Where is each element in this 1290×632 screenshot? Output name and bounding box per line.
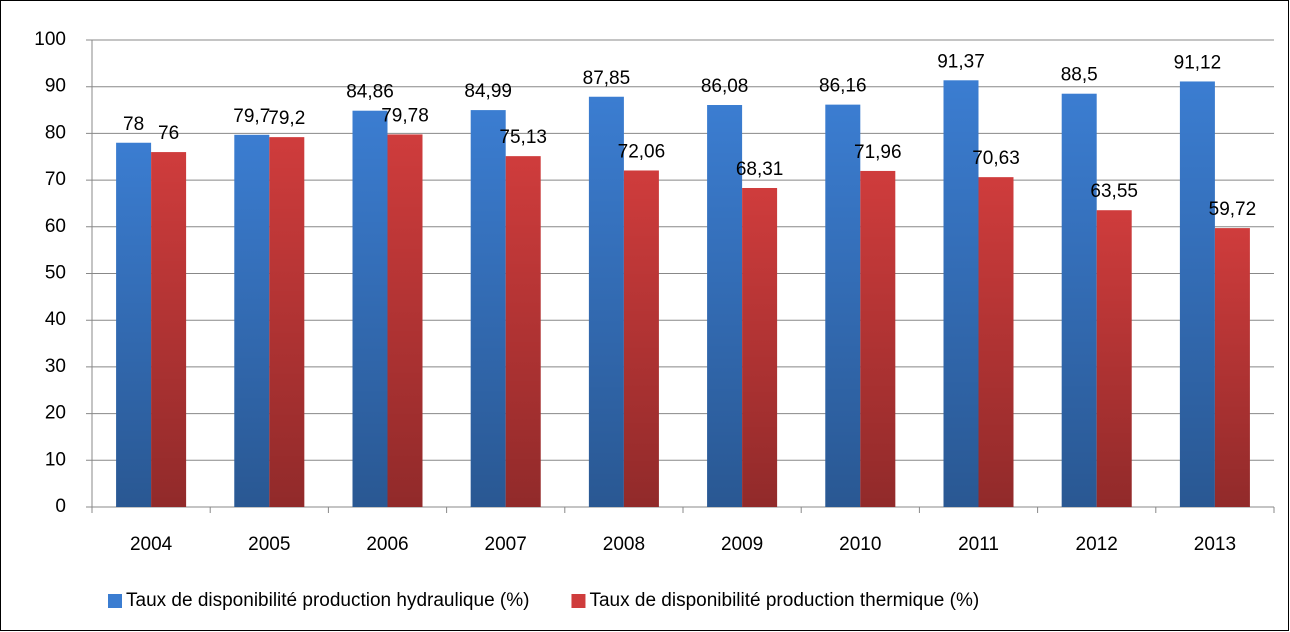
- value-label: 71,96: [854, 142, 902, 163]
- value-label: 79,78: [381, 105, 429, 126]
- value-label: 91,37: [937, 51, 985, 72]
- bar: [1214, 228, 1250, 507]
- x-tick-label: 2008: [603, 534, 645, 555]
- value-label: 86,16: [819, 76, 867, 97]
- bar: [1096, 210, 1132, 507]
- bar: [269, 137, 305, 508]
- value-label: 79,7: [233, 106, 270, 127]
- y-tick-label: 40: [45, 309, 66, 330]
- value-label: 79,2: [268, 108, 305, 129]
- value-label: 59,72: [1209, 199, 1257, 220]
- legend-label: Taux de disponibilité production hydraul…: [126, 590, 529, 611]
- value-label: 88,5: [1061, 65, 1098, 86]
- legend-label: Taux de disponibilité production thermiq…: [589, 590, 979, 611]
- bar: [860, 170, 896, 508]
- value-label: 86,08: [701, 76, 749, 97]
- value-label: 75,13: [499, 127, 547, 148]
- x-tick-label: 2004: [130, 534, 173, 555]
- bar: [116, 142, 152, 508]
- y-tick-label: 10: [45, 449, 66, 470]
- y-tick-label: 0: [55, 496, 66, 517]
- value-label: 68,31: [736, 159, 784, 180]
- bar: [387, 134, 423, 507]
- bar: [151, 152, 187, 507]
- y-tick-label: 60: [45, 216, 66, 237]
- y-tick-label: 50: [45, 263, 66, 284]
- bar: [234, 134, 270, 507]
- bar: [1179, 81, 1215, 507]
- bar: [943, 80, 979, 508]
- y-tick-label: 20: [45, 403, 66, 424]
- bar: [978, 177, 1014, 507]
- x-tick-label: 2013: [1194, 534, 1236, 555]
- value-label: 84,99: [464, 81, 512, 102]
- legend-swatch: [108, 594, 122, 608]
- y-tick-label: 70: [45, 169, 66, 190]
- x-tick-label: 2010: [839, 534, 881, 555]
- bar: [470, 110, 506, 507]
- x-tick-label: 2009: [721, 534, 763, 555]
- value-label: 72,06: [618, 141, 666, 162]
- bar: [352, 110, 388, 507]
- value-label: 84,86: [346, 82, 394, 103]
- value-label: 78: [123, 114, 144, 135]
- x-tick-label: 2005: [248, 534, 290, 555]
- bar: [825, 104, 861, 507]
- value-label: 76: [158, 123, 179, 144]
- legend-swatch: [571, 594, 586, 608]
- bar: [742, 187, 778, 507]
- value-label: 63,55: [1090, 181, 1138, 202]
- bar: [505, 156, 541, 508]
- y-tick-label: 30: [45, 356, 66, 377]
- x-tick-label: 2007: [485, 534, 527, 555]
- bar: [623, 170, 659, 507]
- y-tick-label: 100: [34, 29, 66, 50]
- x-tick-label: 2012: [1076, 534, 1118, 555]
- y-tick-label: 80: [45, 122, 66, 143]
- y-tick-label: 90: [45, 76, 66, 97]
- x-tick-label: 2011: [958, 534, 999, 555]
- bar: [1061, 93, 1097, 507]
- x-tick-label: 2006: [366, 534, 408, 555]
- value-label: 87,85: [583, 68, 631, 89]
- value-label: 91,12: [1174, 52, 1222, 73]
- value-label: 70,63: [972, 148, 1020, 169]
